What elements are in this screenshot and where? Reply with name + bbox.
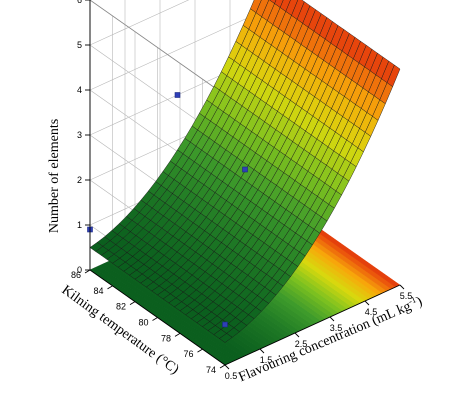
x-tick-label: 4.5 [365, 307, 378, 317]
z-tick-label: 3 [77, 130, 82, 140]
x-tick [294, 332, 300, 338]
x-tick-label: 0.5 [225, 371, 238, 381]
surface-cell [386, 64, 401, 87]
surface-cell [269, 0, 277, 4]
y-tick-label: 86 [71, 270, 81, 280]
y-tick-label: 76 [183, 349, 193, 359]
x-tick [224, 364, 230, 370]
x-axis-line [224, 284, 401, 366]
response-surface [89, 0, 401, 343]
y-tick [84, 269, 91, 274]
y-tick-label: 74 [206, 365, 216, 375]
y-tick-label: 84 [93, 286, 103, 296]
z-tick-label: 1 [77, 220, 82, 230]
y-tick [107, 285, 113, 290]
surface-cell [274, 0, 284, 8]
z-tick-label: 4 [77, 85, 82, 95]
x-tick-label: 5.5 [400, 291, 413, 301]
x-tick-label: 1.5 [260, 355, 273, 365]
x-tick [259, 348, 265, 354]
design-point [222, 321, 228, 328]
surface-cell [279, 0, 291, 12]
x-axis-title-sup: -1 [407, 294, 418, 306]
z-tick-label: 5 [77, 40, 82, 50]
x-tick [329, 316, 335, 322]
x-tick [399, 284, 405, 290]
x-tick [364, 300, 370, 306]
y-tick [152, 317, 158, 321]
x-tick-label: 3.5 [330, 323, 343, 333]
y-tick [219, 364, 226, 369]
z-tick-label: 6 [77, 0, 82, 5]
y-tick-label: 80 [138, 318, 148, 328]
y-tick [197, 348, 203, 353]
design-point [174, 92, 181, 98]
y-tick [174, 332, 181, 337]
z-axis-title: Number of elements [47, 119, 62, 233]
z-tick-label: 0 [77, 265, 82, 275]
x-tick-label: 2.5 [295, 339, 308, 349]
design-point [242, 166, 248, 173]
y-tick-label: 78 [161, 333, 171, 343]
y-tick-label: 82 [116, 302, 126, 312]
x-axis-title-tail: ) [414, 294, 424, 310]
z-tick-label: 2 [77, 175, 82, 185]
y-tick [129, 301, 136, 306]
tick-labels: 0.5 1.5 2.5 3.5 4.5 5.5 74 76 78 80 82 84 860 1 2 3 4 5 6 [71, 0, 412, 381]
